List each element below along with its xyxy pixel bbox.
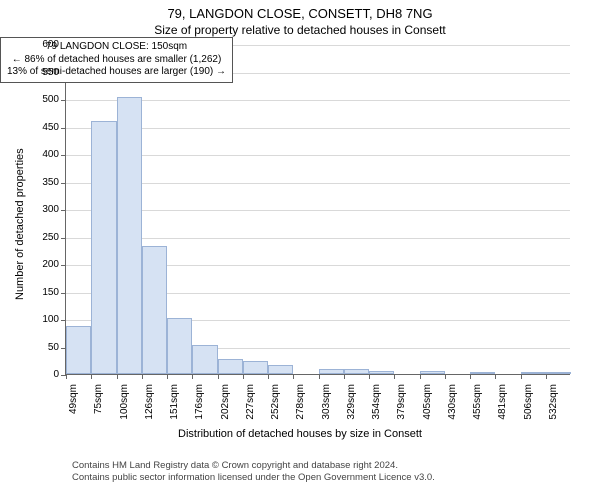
y-tick (61, 155, 66, 156)
histogram-bar (319, 369, 344, 374)
x-tick (319, 374, 320, 379)
x-tick-label: 100sqm (119, 384, 130, 424)
y-tick (61, 100, 66, 101)
y-tick (61, 293, 66, 294)
histogram-bar (243, 361, 268, 374)
y-tick-label: 50 (35, 342, 59, 353)
histogram-bar (521, 372, 546, 374)
x-tick-label: 278sqm (295, 384, 306, 424)
y-axis-label: Number of detached properties (14, 148, 26, 300)
x-tick-label: 506sqm (523, 384, 534, 424)
x-tick-label: 176sqm (194, 384, 205, 424)
x-tick-label: 455sqm (472, 384, 483, 424)
x-tick (66, 374, 67, 379)
x-tick (445, 374, 446, 379)
histogram-bar (546, 372, 571, 374)
y-tick (61, 265, 66, 266)
y-tick (61, 320, 66, 321)
x-tick (218, 374, 219, 379)
x-tick (420, 374, 421, 379)
x-tick (117, 374, 118, 379)
x-tick (546, 374, 547, 379)
histogram-bar (344, 369, 369, 374)
y-tick-label: 0 (35, 369, 59, 380)
x-tick (369, 374, 370, 379)
x-tick (243, 374, 244, 379)
x-tick (293, 374, 294, 379)
x-tick-label: 252sqm (270, 384, 281, 424)
y-tick-label: 150 (35, 287, 59, 298)
y-tick (61, 238, 66, 239)
histogram-bar (91, 121, 116, 374)
x-tick-label: 532sqm (548, 384, 559, 424)
histogram-bar (420, 371, 445, 374)
histogram-bar (268, 365, 293, 374)
y-tick-label: 200 (35, 259, 59, 270)
y-tick-label: 500 (35, 94, 59, 105)
y-tick-label: 100 (35, 314, 59, 325)
y-tick-label: 600 (35, 39, 59, 50)
histogram-bar (66, 326, 91, 374)
y-tick-label: 450 (35, 122, 59, 133)
y-tick (61, 183, 66, 184)
histogram-bar (167, 318, 192, 374)
histogram-bar (192, 345, 217, 374)
x-tick (521, 374, 522, 379)
x-tick (167, 374, 168, 379)
annotation-line-2: ← 86% of detached houses are smaller (1,… (7, 54, 226, 67)
histogram-bar (117, 97, 142, 374)
x-tick (495, 374, 496, 379)
x-tick-label: 49sqm (68, 384, 79, 424)
plot-area (65, 45, 570, 375)
histogram-bar (369, 371, 394, 374)
x-tick (268, 374, 269, 379)
histogram-bar (470, 372, 495, 374)
x-tick-label: 151sqm (169, 384, 180, 424)
x-tick-label: 354sqm (371, 384, 382, 424)
page-title: 79, LANGDON CLOSE, CONSETT, DH8 7NG (0, 0, 600, 21)
x-tick-label: 227sqm (245, 384, 256, 424)
x-tick-label: 126sqm (144, 384, 155, 424)
footer-line-1: Contains HM Land Registry data © Crown c… (72, 460, 435, 472)
y-tick-label: 400 (35, 149, 59, 160)
x-tick-label: 430sqm (447, 384, 458, 424)
x-tick-label: 303sqm (321, 384, 332, 424)
y-tick (61, 210, 66, 211)
x-axis-label: Distribution of detached houses by size … (0, 428, 600, 440)
footer-line-2: Contains public sector information licen… (72, 472, 435, 484)
x-tick (91, 374, 92, 379)
histogram-bar (142, 246, 167, 374)
page-subtitle: Size of property relative to detached ho… (0, 21, 600, 37)
x-tick (142, 374, 143, 379)
y-tick (61, 128, 66, 129)
x-tick-label: 405sqm (422, 384, 433, 424)
x-tick (470, 374, 471, 379)
x-tick-label: 75sqm (93, 384, 104, 424)
y-tick-label: 300 (35, 204, 59, 215)
x-tick (192, 374, 193, 379)
x-tick-label: 329sqm (346, 384, 357, 424)
y-tick-label: 250 (35, 232, 59, 243)
x-tick (344, 374, 345, 379)
y-tick-label: 350 (35, 177, 59, 188)
y-tick-label: 550 (35, 67, 59, 78)
x-tick-label: 481sqm (497, 384, 508, 424)
x-tick-label: 379sqm (396, 384, 407, 424)
x-tick (394, 374, 395, 379)
histogram-bar (218, 359, 243, 374)
x-tick-label: 202sqm (220, 384, 231, 424)
footer: Contains HM Land Registry data © Crown c… (72, 460, 435, 485)
